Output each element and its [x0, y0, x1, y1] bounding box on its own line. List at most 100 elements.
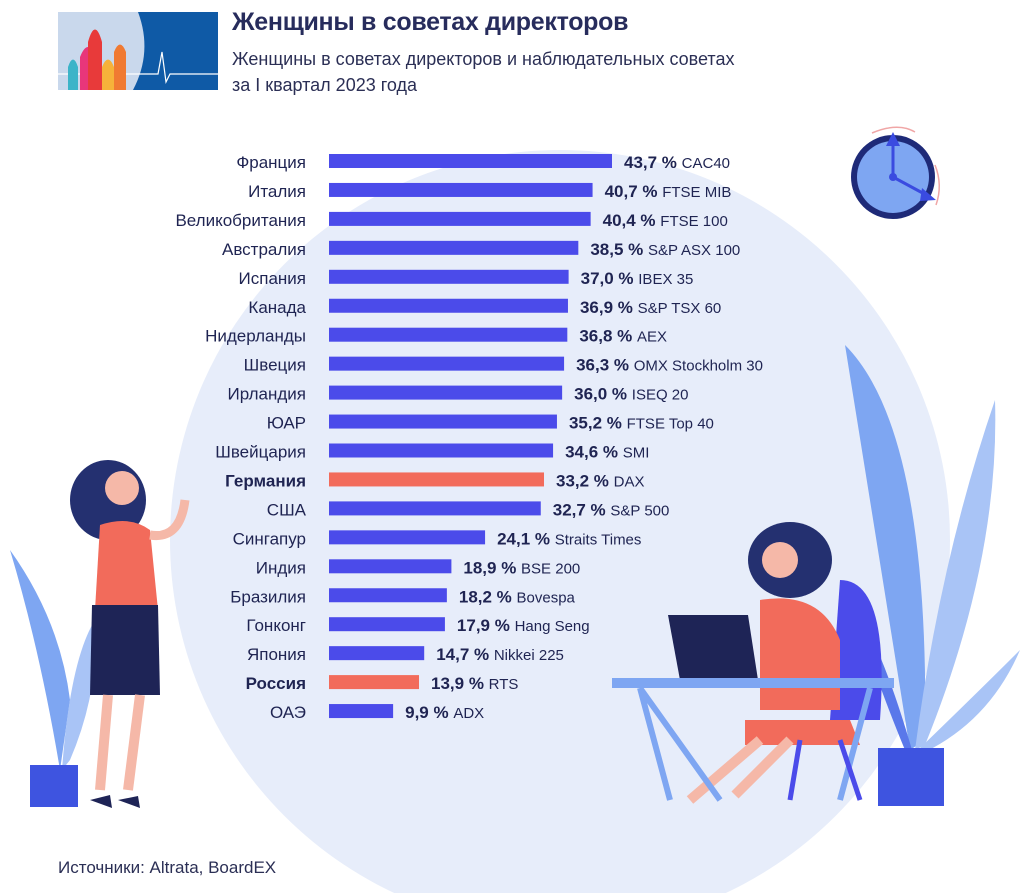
value-text: 43,7 % — [624, 153, 682, 172]
bar — [329, 530, 486, 545]
value-label: 24,1 % Straits Times — [497, 529, 641, 548]
category-label: Бразилия — [230, 587, 306, 606]
index-text: S&P ASX 100 — [648, 242, 740, 259]
category-label: Австралия — [222, 240, 306, 259]
logo-icon — [58, 12, 218, 90]
category-label: ОАЭ — [270, 703, 306, 722]
value-text: 37,0 % — [581, 269, 639, 288]
plant-left-icon — [10, 550, 96, 807]
page-title: Женщины в советах директоров — [232, 8, 629, 36]
woman-standing-illustration — [70, 460, 190, 808]
bar — [329, 472, 545, 487]
index-text: FTSE 100 — [660, 213, 728, 230]
index-text: S&P TSX 60 — [638, 300, 722, 317]
value-label: 18,9 % BSE 200 — [463, 558, 580, 577]
bar — [329, 182, 593, 197]
bar — [329, 327, 568, 342]
category-label: Испания — [239, 269, 306, 288]
category-label: Ирландия — [228, 385, 306, 404]
category-label: Гонконг — [246, 616, 306, 635]
bar — [329, 385, 563, 400]
value-text: 18,9 % — [463, 558, 521, 577]
category-label: ЮАР — [267, 414, 306, 433]
category-label: Россия — [246, 674, 306, 693]
category-label: Нидерланды — [205, 327, 306, 346]
bar — [329, 704, 394, 719]
value-text: 17,9 % — [457, 616, 515, 635]
value-text: 9,9 % — [405, 703, 453, 722]
category-label: Япония — [247, 645, 306, 664]
value-label: 36,0 % ISEQ 20 — [574, 385, 688, 404]
bar — [329, 269, 569, 284]
value-label: 17,9 % Hang Seng — [457, 616, 590, 635]
category-label: Великобритания — [175, 211, 306, 230]
index-text: DAX — [614, 473, 645, 490]
index-text: RTS — [489, 676, 519, 693]
value-label: 37,0 % IBEX 35 — [581, 269, 694, 288]
index-text: Straits Times — [555, 531, 642, 548]
value-text: 24,1 % — [497, 529, 555, 548]
index-text: BSE 200 — [521, 560, 580, 577]
value-text: 36,3 % — [576, 356, 634, 375]
subtitle-line-1: Женщины в советах директоров и наблюдате… — [232, 49, 735, 69]
value-label: 35,2 % FTSE Top 40 — [569, 414, 714, 433]
value-label: 34,6 % SMI — [565, 443, 649, 462]
index-text: OMX Stockholm 30 — [634, 358, 763, 375]
value-label: 13,9 % RTS — [431, 674, 518, 693]
category-label: Канада — [248, 298, 306, 317]
value-text: 14,7 % — [436, 645, 494, 664]
index-text: FTSE Top 40 — [627, 416, 714, 433]
source-note: Источники: Altrata, BoardEX — [58, 858, 277, 877]
clock-icon — [851, 126, 940, 219]
index-text: ADX — [453, 705, 484, 722]
value-label: 18,2 % Bovespa — [459, 587, 576, 606]
index-text: Bovespa — [517, 589, 576, 606]
bar — [329, 240, 579, 255]
index-text: Hang Seng — [515, 618, 590, 635]
value-text: 13,9 % — [431, 674, 489, 693]
bar — [329, 559, 452, 574]
index-text: AEX — [637, 329, 667, 346]
value-label: 9,9 % ADX — [405, 703, 484, 722]
value-text: 34,6 % — [565, 443, 623, 462]
value-text: 33,2 % — [556, 471, 614, 490]
value-text: 38,5 % — [590, 240, 648, 259]
value-label: 40,4 % FTSE 100 — [603, 211, 728, 230]
index-text: SMI — [623, 445, 650, 462]
index-text: IBEX 35 — [638, 271, 693, 288]
value-text: 36,8 % — [579, 327, 637, 346]
index-text: ISEQ 20 — [632, 387, 689, 404]
index-text: CAC40 — [682, 155, 730, 172]
page-subtitle: Женщины в советах директоров и наблюдате… — [232, 46, 832, 98]
value-label: 32,7 % S&P 500 — [553, 500, 670, 519]
category-label: Италия — [248, 182, 306, 201]
bar — [329, 298, 568, 313]
bar — [329, 154, 612, 168]
category-label: Швеция — [244, 356, 306, 375]
index-text: S&P 500 — [610, 502, 669, 519]
category-label: Швейцария — [215, 443, 306, 462]
category-label: Франция — [236, 153, 306, 172]
value-label: 38,5 % S&P ASX 100 — [590, 240, 740, 259]
bar — [329, 414, 557, 429]
value-text: 36,0 % — [574, 385, 632, 404]
value-text: 40,4 % — [603, 211, 661, 230]
value-label: 36,9 % S&P TSX 60 — [580, 298, 721, 317]
value-label: 43,7 % CAC40 — [624, 153, 730, 172]
bar — [329, 356, 565, 371]
bar — [329, 588, 447, 603]
index-text: FTSE MIB — [662, 184, 731, 201]
bar — [329, 211, 591, 226]
value-text: 40,7 % — [605, 182, 663, 201]
value-label: 33,2 % DAX — [556, 471, 645, 490]
category-label: США — [267, 500, 307, 519]
category-label: Сингапур — [233, 529, 306, 548]
value-label: 40,7 % FTSE MIB — [605, 182, 732, 201]
bar — [329, 617, 445, 632]
bar — [329, 501, 541, 516]
bar — [329, 675, 420, 690]
woman-laptop-illustration — [612, 522, 894, 804]
value-label: 36,3 % OMX Stockholm 30 — [576, 356, 763, 375]
value-text: 32,7 % — [553, 500, 611, 519]
